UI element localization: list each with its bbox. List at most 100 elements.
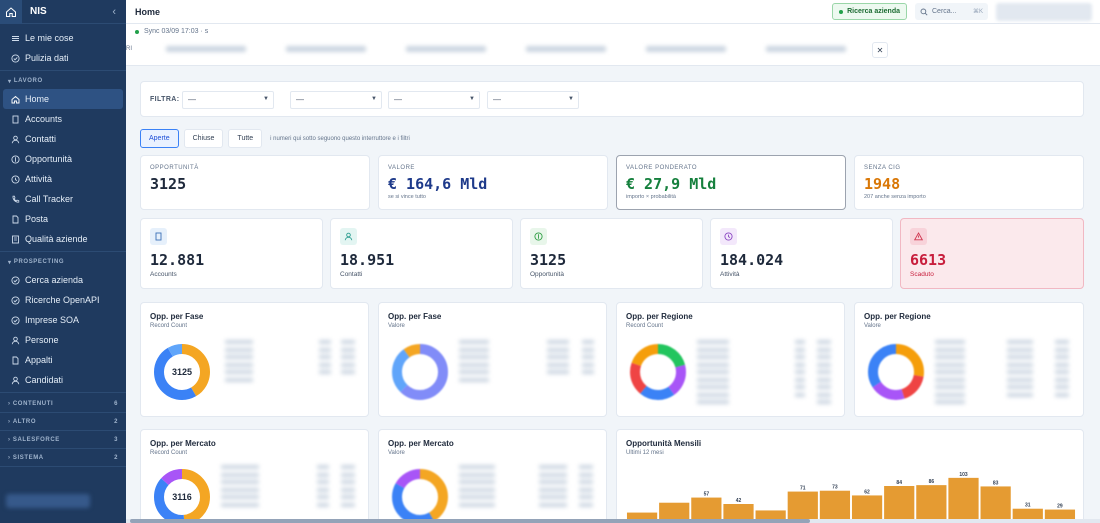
stat-scaduto[interactable]: 6613 Scaduto: [900, 218, 1084, 289]
section-contenuti[interactable]: › CONTENUTI 6: [0, 395, 126, 413]
section-sistema[interactable]: › SISTEMA 2: [0, 449, 126, 467]
global-search-input[interactable]: Cerca... ⌘K: [915, 3, 988, 20]
home-icon[interactable]: [0, 0, 22, 24]
ricerca-azienda-button[interactable]: Ricerca azienda: [832, 3, 907, 20]
recent-tab[interactable]: [766, 46, 846, 52]
close-tabs-button[interactable]: ✕: [872, 42, 888, 58]
sidebar-item-pulizia-dati[interactable]: Pulizia dati: [0, 48, 126, 68]
divider: [0, 251, 126, 252]
recent-tab[interactable]: [646, 46, 726, 52]
kpi-sub: 207 anche senza importo: [864, 194, 926, 200]
brand-bar: NIS ‹: [0, 0, 126, 24]
sidebar-item-contatti[interactable]: Contatti: [0, 129, 126, 149]
sidebar-item-le-mie-cose[interactable]: Le mie cose: [0, 28, 126, 48]
horizontal-scrollbar[interactable]: [126, 519, 1100, 523]
toggle-aperte[interactable]: Aperte: [140, 129, 179, 148]
recent-tab[interactable]: [406, 46, 486, 52]
toggle-chiuse[interactable]: Chiuse: [183, 129, 224, 148]
filter-select-2[interactable]: — ▼: [290, 91, 382, 109]
select-value: —: [188, 95, 196, 104]
document-icon: [10, 214, 20, 224]
sidebar-item-qualita-aziende[interactable]: Qualità aziende: [0, 229, 126, 249]
sidebar-item-attivita[interactable]: Attività: [0, 169, 126, 189]
select-value: —: [394, 95, 402, 104]
check-circle-icon: [10, 315, 20, 325]
sidebar-item-imprese-soa[interactable]: Imprese SOA: [0, 310, 126, 330]
chart-title: Opportunità Mensili: [626, 439, 702, 448]
stat-contatti[interactable]: 18.951 Contatti: [330, 218, 513, 289]
donut-center-value: 3125: [172, 367, 192, 377]
filter-select-4[interactable]: — ▼: [487, 91, 579, 109]
bar[interactable]: [980, 486, 1011, 522]
bar[interactable]: [787, 491, 818, 522]
section-label: CONTENUTI: [12, 400, 54, 407]
collapse-sidebar-icon[interactable]: ‹: [112, 5, 116, 18]
bar[interactable]: [1044, 509, 1076, 522]
donut-segment: [630, 344, 686, 400]
bar[interactable]: [1012, 508, 1043, 522]
bar[interactable]: [916, 485, 947, 522]
sidebar: NIS ‹ Le mie cose Pulizia dati ▾ LAVORO …: [0, 0, 126, 523]
stat-attivita[interactable]: 184.024 Attività: [710, 218, 893, 289]
sidebar-item-opportunita[interactable]: Opportunità: [0, 149, 126, 169]
bar[interactable]: [626, 512, 658, 522]
section-count: 2: [114, 454, 118, 461]
scrollbar-thumb[interactable]: [130, 519, 810, 523]
bar[interactable]: [851, 495, 883, 522]
recent-tab[interactable]: [166, 46, 246, 52]
sidebar-item-call-tracker[interactable]: Call Tracker: [0, 189, 126, 209]
stat-value: 12.881: [150, 251, 205, 269]
user-profile[interactable]: [6, 494, 90, 508]
dollar-icon: [10, 154, 20, 164]
chevron-down-icon: ▼: [371, 96, 377, 102]
stat-value: 18.951: [340, 251, 395, 269]
check-circle-icon: [10, 275, 20, 285]
sidebar-item-posta[interactable]: Posta: [0, 209, 126, 229]
stat-opportunita[interactable]: 3125 Opportunità: [520, 218, 703, 289]
section-prospecting[interactable]: ▾ PROSPECTING: [8, 259, 65, 266]
bar[interactable]: [948, 477, 979, 522]
sidebar-item-candidati[interactable]: Candidati: [0, 370, 126, 390]
section-label: PROSPECTING: [13, 259, 65, 265]
stat-accounts[interactable]: 12.881 Accounts: [140, 218, 323, 289]
donut-segment: [630, 344, 686, 400]
bar[interactable]: [659, 502, 690, 522]
filter-label: FILTRA:: [150, 96, 180, 103]
clock-icon: [10, 174, 20, 184]
kpi-label: VALORE: [388, 165, 415, 171]
donut-chart: [868, 344, 924, 400]
bar[interactable]: [755, 510, 786, 522]
sidebar-item-label: Home: [25, 94, 50, 104]
sidebar-item-ricerche-openapi[interactable]: Ricerche OpenAPI: [0, 290, 126, 310]
section-altro[interactable]: › ALTRO 2: [0, 413, 126, 431]
sidebar-item-appalti[interactable]: Appalti: [0, 350, 126, 370]
recent-tab[interactable]: [526, 46, 606, 52]
select-value: —: [296, 95, 304, 104]
section-lavoro[interactable]: ▾ LAVORO: [8, 78, 43, 85]
chart-title: Opp. per Regione: [626, 312, 693, 321]
sidebar-item-persone[interactable]: Persone: [0, 330, 126, 350]
recent-tab[interactable]: [286, 46, 366, 52]
select-value: —: [493, 95, 501, 104]
filter-select-3[interactable]: — ▼: [388, 91, 480, 109]
donut-chart: [392, 344, 448, 400]
sidebar-item-accounts[interactable]: Accounts: [0, 109, 126, 129]
bar[interactable]: [723, 504, 754, 522]
sidebar-item-home[interactable]: Home: [3, 89, 123, 109]
user-menu[interactable]: [996, 2, 1092, 21]
kpi-valore-ponderato: VALORE PONDERATO € 27,9 Mld importo × pr…: [616, 155, 846, 210]
filter-select-1[interactable]: — ▼: [182, 91, 274, 109]
user-icon: [10, 375, 20, 385]
toggle-tutte[interactable]: Tutte: [228, 129, 263, 148]
bar[interactable]: [884, 486, 915, 522]
chart-title: Opp. per Mercato: [388, 439, 454, 448]
bar-data-label: 57: [704, 492, 710, 498]
chart-title: Opp. per Fase: [388, 312, 442, 321]
building-icon: [10, 114, 20, 124]
section-salesforce[interactable]: › SALESFORCE 3: [0, 431, 126, 449]
bar-data-label: 29: [1057, 504, 1063, 510]
sidebar-item-cerca-azienda[interactable]: Cerca azienda: [0, 270, 126, 290]
bar[interactable]: [819, 490, 851, 522]
bar[interactable]: [691, 497, 722, 522]
section-label: LAVORO: [13, 78, 43, 84]
